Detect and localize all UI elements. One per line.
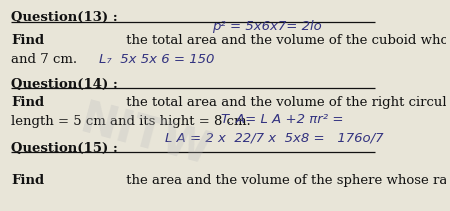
Text: length = 5 cm and its hight = 8 cm.: length = 5 cm and its hight = 8 cm. <box>11 115 251 128</box>
Text: Question(14) :: Question(14) : <box>11 78 118 91</box>
Text: Question(13) :: Question(13) : <box>11 11 118 24</box>
Text: L A = 2 x  22/7 x  5x8 =   176o/7: L A = 2 x 22/7 x 5x8 = 176o/7 <box>166 131 384 144</box>
Text: Question(15) :: Question(15) : <box>11 142 118 155</box>
Text: NITW: NITW <box>76 99 216 174</box>
Text: Find: Find <box>11 96 44 109</box>
Text: and 7 cm.: and 7 cm. <box>11 53 77 66</box>
Text: Find: Find <box>11 174 44 187</box>
Text: the area and the volume of the sphere whose radius length of its base = 6 cr: the area and the volume of the sphere wh… <box>122 174 450 187</box>
Text: Find: Find <box>11 34 44 47</box>
Text: L₇  5x 5x 6 = 150: L₇ 5x 5x 6 = 150 <box>99 53 215 66</box>
Text: T. A= L A +2 πr² =: T. A= L A +2 πr² = <box>220 113 343 126</box>
Text: p² = 5x6x7= 2lo: p² = 5x6x7= 2lo <box>212 20 321 33</box>
Text: the total area and the volume of the cuboid whose dimensions are 5 cm, 6cm: the total area and the volume of the cub… <box>122 34 450 47</box>
Text: the total area and the volume of the right circular cylinder whose radius: the total area and the volume of the rig… <box>122 96 450 109</box>
